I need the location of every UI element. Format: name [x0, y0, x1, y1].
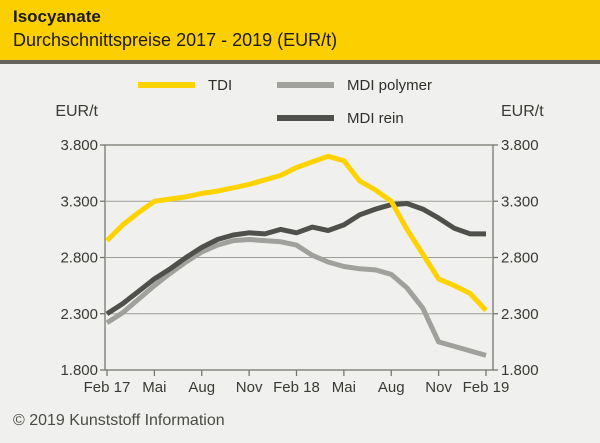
legend-item-tdi: TDI — [138, 76, 233, 94]
legend-item-mdi-rein: MDI rein — [277, 109, 404, 127]
series-line-tdi — [105, 153, 488, 313]
legend-swatch-mdi-rein — [277, 115, 334, 121]
x-axis-label: Feb 18 — [273, 379, 320, 396]
header-banner: Isocyanate Durchschnittspreise 2017 - 20… — [0, 0, 600, 60]
x-axis-label: Feb 19 — [463, 379, 510, 396]
series-line-mdi-polymer — [105, 237, 487, 358]
x-axis-label: Feb 17 — [84, 379, 131, 396]
legend-item-mdi-polymer: MDI polymer — [277, 76, 433, 94]
legend-label-tdi: TDI — [208, 76, 233, 94]
page-title: Isocyanate — [13, 7, 101, 26]
y-axis-unit-right: EUR/t — [501, 103, 544, 120]
y-axis-label-right: 3.800 — [501, 137, 539, 154]
page-subtitle: Durchschnittspreise 2017 - 2019 (EUR/t) — [13, 30, 338, 50]
copyright-notice: © 2019 Kunststoff Information — [13, 412, 225, 429]
header-separator — [0, 60, 600, 64]
x-axis-label: Aug — [188, 379, 215, 396]
y-axis-label-right: 3.300 — [501, 193, 539, 210]
x-axis-label: Mai — [142, 379, 166, 396]
series-line-mdi-rein — [105, 201, 486, 316]
y-axis-unit-left: EUR/t — [55, 103, 98, 120]
y-axis-label-right: 2.300 — [501, 306, 539, 323]
y-axis-label-left: 3.800 — [60, 137, 98, 154]
x-axis-label: Aug — [378, 379, 405, 396]
legend-swatch-mdi-polymer — [277, 82, 334, 88]
legend-label-mdi-polymer: MDI polymer — [347, 76, 433, 94]
legend-swatch-tdi — [138, 82, 195, 88]
y-axis-label-right: 1.800 — [501, 362, 539, 379]
y-axis-label-left: 1.800 — [60, 362, 98, 379]
x-axis-label: Mai — [332, 379, 356, 396]
y-axis-label-right: 2.800 — [501, 250, 539, 267]
x-axis-label: Nov — [236, 379, 263, 396]
x-axis-label: Nov — [425, 379, 452, 396]
y-axis-label-left: 3.300 — [60, 193, 98, 210]
y-axis-label-left: 2.800 — [60, 250, 98, 267]
y-axis-label-left: 2.300 — [60, 306, 98, 323]
legend-label-mdi-rein: MDI rein — [347, 109, 404, 127]
